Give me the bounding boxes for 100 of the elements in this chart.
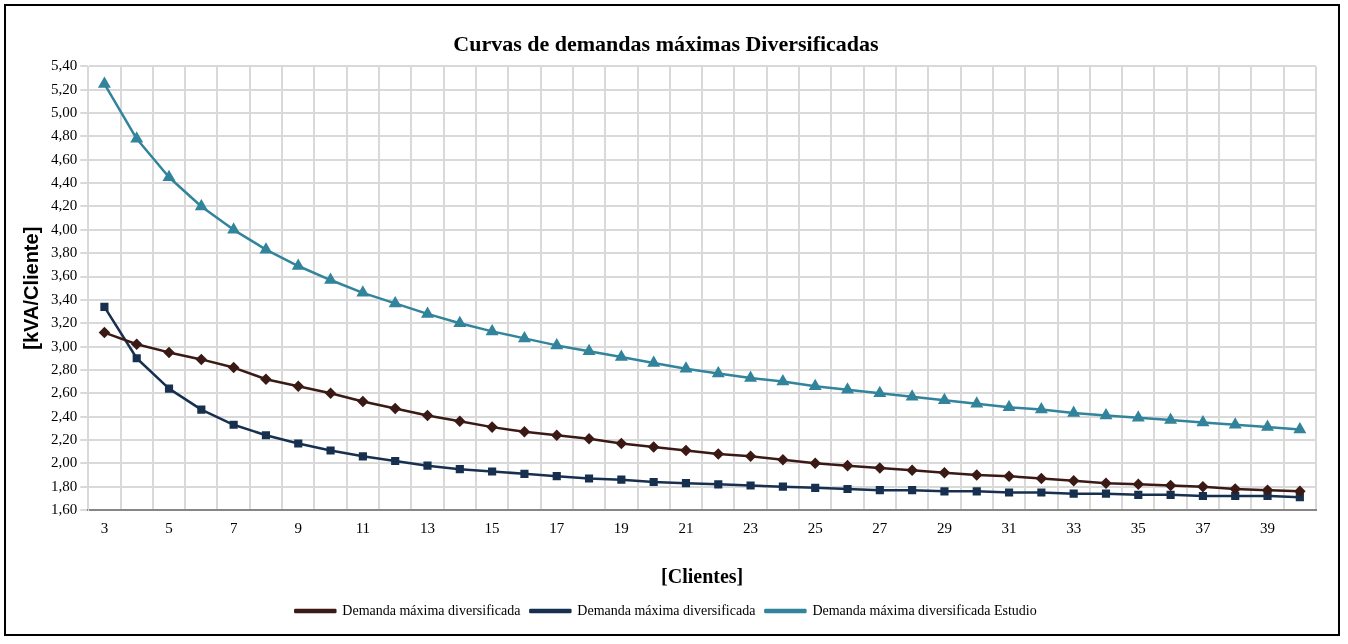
point	[164, 384, 174, 393]
x-tick-label: 27	[872, 519, 888, 536]
point	[357, 286, 369, 297]
x-tick-label: 5	[165, 519, 173, 536]
point	[583, 344, 595, 355]
y-tick-label: 1,80	[51, 477, 78, 494]
point	[389, 297, 401, 308]
point	[261, 431, 271, 440]
point	[1100, 477, 1112, 489]
point	[745, 451, 756, 462]
point	[260, 374, 272, 385]
point	[228, 362, 239, 373]
point	[132, 354, 141, 363]
y-tick-label: 4,20	[51, 197, 78, 214]
point	[486, 325, 498, 336]
point	[229, 420, 238, 429]
point	[197, 405, 206, 414]
point	[811, 483, 820, 492]
legend-label: Demanda máxima diversificada	[342, 602, 522, 618]
x-tick-label: 37	[1195, 519, 1211, 536]
point	[940, 487, 949, 496]
point	[454, 416, 466, 427]
point	[1068, 475, 1079, 487]
point	[519, 426, 530, 438]
y-tick-label: 5,40	[51, 57, 78, 74]
point	[131, 132, 143, 143]
point	[99, 327, 110, 338]
point	[842, 460, 853, 471]
point	[745, 371, 757, 382]
point	[648, 441, 659, 453]
point	[1294, 423, 1306, 434]
point	[391, 456, 400, 466]
x-tick-label: 11	[355, 519, 371, 536]
point	[1132, 411, 1144, 422]
x-tick-label: 19	[613, 519, 629, 536]
point	[843, 484, 852, 494]
point	[906, 465, 918, 476]
y-tick-label: 3,20	[51, 314, 78, 331]
point	[615, 350, 627, 361]
point	[100, 302, 109, 311]
point	[423, 461, 432, 470]
point	[1197, 416, 1209, 427]
point	[1197, 481, 1209, 492]
point	[1198, 491, 1207, 501]
point	[163, 347, 175, 358]
point	[131, 338, 142, 350]
y-tick-label: 3,00	[51, 337, 78, 354]
point	[583, 433, 595, 445]
x-tick-label: 17	[549, 519, 565, 536]
point	[1294, 486, 1306, 497]
x-tick-label: 31	[1001, 519, 1017, 536]
point	[649, 477, 658, 487]
point	[324, 273, 337, 284]
y-tick-label: 2,00	[51, 454, 78, 471]
point	[98, 77, 110, 88]
point	[1035, 403, 1047, 414]
y-tick-label: 4,60	[51, 150, 78, 167]
point	[908, 486, 917, 495]
point	[1037, 488, 1046, 497]
point	[971, 469, 982, 481]
x-tick-label: 39	[1260, 519, 1276, 536]
y-tick-label: 3,60	[51, 267, 78, 284]
x-tick-label: 7	[229, 519, 238, 536]
x-tick-label: 13	[420, 519, 435, 536]
point	[1068, 406, 1080, 417]
point	[551, 339, 563, 350]
x-tick-label: 21	[678, 519, 694, 536]
y-tick-label: 2,40	[51, 407, 78, 424]
point	[1261, 420, 1274, 431]
y-tick-label: 3,80	[51, 244, 78, 261]
y-axis-title: [kVA/Cliente]	[19, 226, 42, 350]
point	[552, 472, 561, 481]
x-tick-label: 23	[743, 519, 759, 536]
point	[422, 410, 433, 421]
point	[163, 171, 175, 182]
point	[326, 446, 335, 455]
x-tick-label: 29	[936, 519, 952, 536]
y-tick-label: 3,40	[51, 290, 78, 307]
point	[358, 452, 367, 461]
point	[971, 397, 983, 408]
y-tick-label: 5,00	[51, 104, 78, 121]
point	[680, 445, 692, 456]
point	[1003, 470, 1015, 482]
y-tick-label: 2,20	[51, 430, 78, 447]
point	[518, 332, 530, 343]
point	[551, 430, 562, 441]
legend-label: Demanda máxima diversificada	[577, 602, 757, 618]
point	[1262, 484, 1273, 496]
point	[454, 316, 466, 327]
x-tick-label: 35	[1130, 519, 1146, 536]
y-tick-label: 5,20	[51, 80, 78, 97]
point	[1231, 491, 1240, 501]
point	[1004, 488, 1014, 497]
point	[777, 454, 789, 466]
point	[195, 200, 207, 211]
y-tick-label: 4,80	[51, 127, 78, 144]
point	[488, 467, 497, 476]
point	[1166, 490, 1175, 499]
point	[196, 354, 207, 365]
point	[325, 388, 336, 399]
